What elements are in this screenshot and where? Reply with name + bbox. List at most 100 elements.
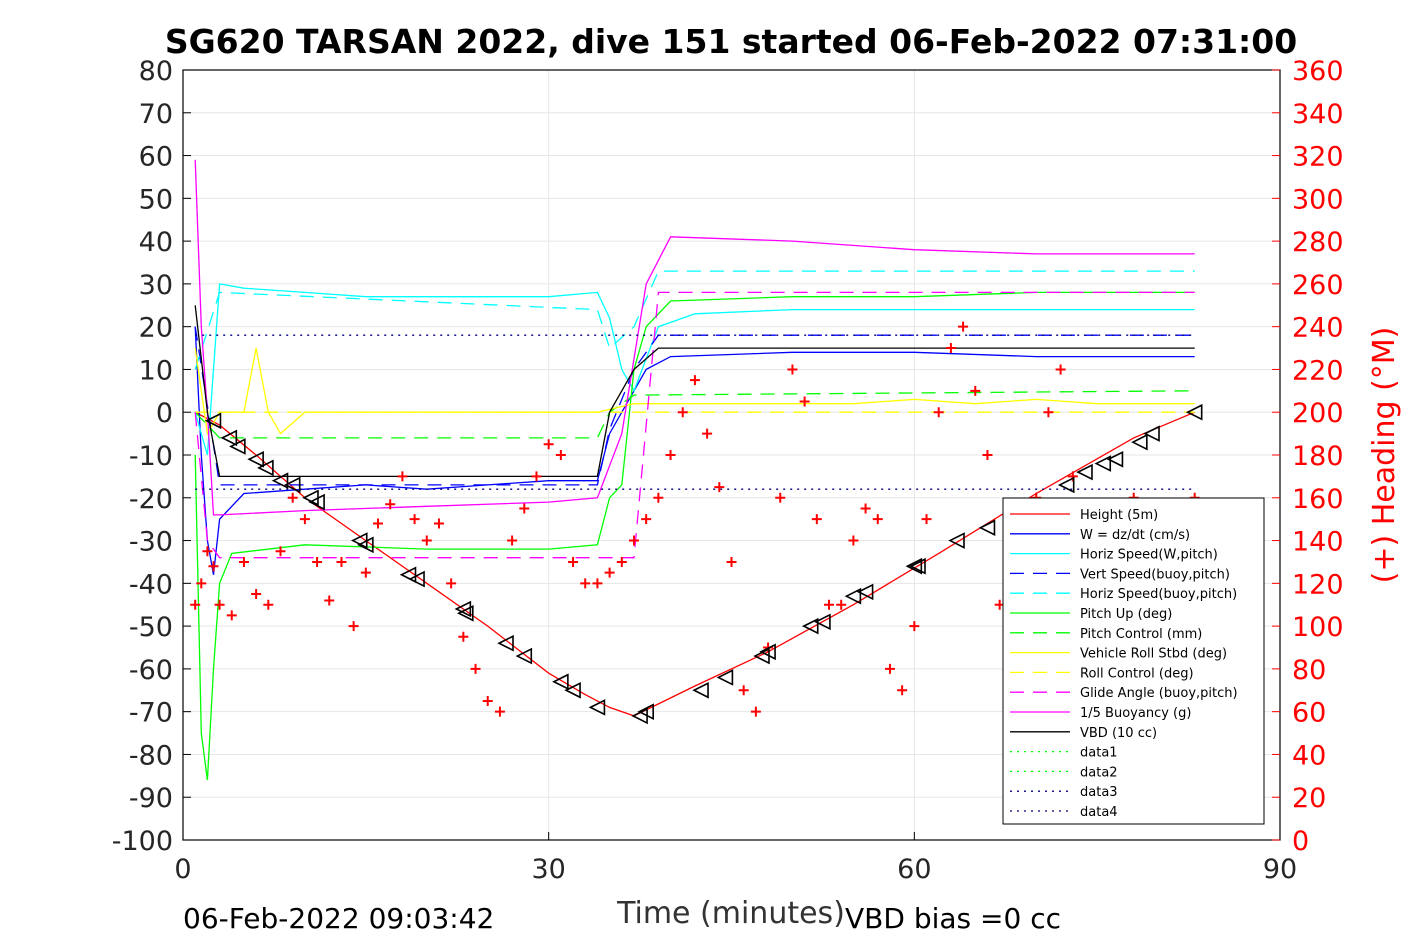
heading-point <box>775 492 786 503</box>
legend-label: Pitch Up (deg) <box>1080 607 1172 622</box>
depth-triangle <box>515 647 533 665</box>
depth-triangle <box>856 583 874 601</box>
heading-point <box>251 589 262 600</box>
heading-point <box>811 514 822 525</box>
heading-point <box>1043 407 1054 418</box>
depth-triangle <box>283 476 301 494</box>
y-right-tick-label: 100 <box>1292 612 1344 643</box>
heading-point <box>190 599 201 610</box>
depth-triangle <box>271 472 289 489</box>
series-layer <box>194 159 1195 781</box>
heading-point <box>275 546 286 557</box>
heading-point <box>897 685 908 696</box>
depth-triangle <box>1131 433 1148 451</box>
heading-point <box>348 621 359 632</box>
depth-triangles <box>204 403 1203 725</box>
y-tick-label: -100 <box>112 826 173 857</box>
y-tick-label: 80 <box>139 56 173 87</box>
y-tick-label: 0 <box>156 398 173 429</box>
heading-point <box>750 706 761 717</box>
y-right-tick-label: 180 <box>1292 441 1344 472</box>
heading-point <box>202 546 213 557</box>
heading-point <box>921 514 932 525</box>
y-right-tick-label: 140 <box>1292 527 1344 558</box>
legend-label: Roll Control (deg) <box>1080 666 1194 681</box>
chart-title: SG620 TARSAN 2022, dive 151 started 06-F… <box>165 22 1297 61</box>
heading-point <box>604 567 615 578</box>
x-tick-labels: 0 30 60 90 <box>174 832 1297 885</box>
heading-point <box>824 599 835 610</box>
y-tick-label: -50 <box>129 612 173 643</box>
y-right-tick-label: 160 <box>1292 484 1344 515</box>
heading-point <box>1055 364 1066 375</box>
heading-point <box>238 556 249 567</box>
series-line-6 <box>194 390 1195 439</box>
heading-point <box>324 595 335 606</box>
depth-triangle <box>1076 463 1093 481</box>
depth-triangle <box>637 703 654 720</box>
y-tick-label: -20 <box>129 484 173 515</box>
y-right-tick-label: 360 <box>1292 56 1344 87</box>
y-tick-label: 40 <box>139 227 173 258</box>
heading-point <box>433 518 444 529</box>
series-line-2 <box>194 283 1195 456</box>
y-tick-label: -30 <box>129 527 173 558</box>
heading-point <box>531 471 542 482</box>
depth-triangle <box>308 493 325 511</box>
depth-triangle <box>454 600 472 618</box>
depth-triangle <box>905 557 923 575</box>
legend-label: W = dz/dt (cm/s) <box>1080 528 1190 543</box>
depth-triangle <box>1185 403 1203 421</box>
heading-point <box>799 396 810 407</box>
heading-point <box>226 610 237 621</box>
depth-triangle <box>552 673 569 691</box>
heading-point <box>482 695 493 706</box>
legend-label: Pitch Control (mm) <box>1080 627 1202 642</box>
legend-label: 1/5 Buoyancy (g) <box>1080 706 1191 721</box>
depth-triangle <box>588 699 606 716</box>
depth-triangle <box>564 681 581 699</box>
legend-label: Glide Angle (buoy,pitch) <box>1080 686 1238 701</box>
heading-point <box>726 556 737 567</box>
heading-point <box>494 706 505 717</box>
legend-label: Horiz Speed(W,pitch) <box>1080 548 1218 563</box>
depth-triangle <box>247 450 264 468</box>
heading-point <box>568 556 579 567</box>
y-tick-label: -10 <box>129 441 173 472</box>
heading-point <box>787 364 798 375</box>
y-right-tick-label: 20 <box>1292 783 1326 814</box>
heading-point <box>970 385 981 396</box>
depth-triangle <box>399 566 417 584</box>
y-tick-label: 10 <box>139 355 173 386</box>
depth-triangle <box>1094 455 1112 472</box>
depth-triangle <box>257 459 274 477</box>
depth-triangle <box>357 536 374 554</box>
series-line-4 <box>194 270 1195 370</box>
depth-triangle <box>759 643 776 661</box>
x-axis-label: Time (minutes) <box>616 896 845 931</box>
legend: Height (5m) W = dz/dt (cm/s) Horiz Speed(W… <box>1002 497 1265 825</box>
legend-label: data3 <box>1080 785 1118 800</box>
heading-point <box>653 492 664 503</box>
heading-point <box>616 556 627 567</box>
heading-point <box>409 514 420 525</box>
y-tick-label: 50 <box>139 184 173 215</box>
heading-point <box>738 685 749 696</box>
heading-point <box>982 450 993 460</box>
depth-triangle <box>1143 425 1160 442</box>
y-tick-label: -70 <box>129 698 173 729</box>
y-right-tick-label: 0 <box>1292 826 1309 857</box>
legend-label: data1 <box>1080 746 1118 761</box>
heading-point <box>360 567 371 578</box>
y-tick-label: 20 <box>139 313 173 344</box>
depth-triangle <box>692 681 709 699</box>
y-right-tick-label: 240 <box>1292 313 1344 344</box>
x-tick-label: 30 <box>531 854 565 885</box>
heading-point <box>421 535 432 546</box>
heading-point <box>933 407 944 418</box>
series-line-9 <box>194 291 1195 559</box>
series-line-1 <box>194 326 1195 575</box>
y-tick-label: -80 <box>129 740 173 771</box>
heading-point <box>470 663 481 674</box>
heading-point <box>507 535 518 546</box>
